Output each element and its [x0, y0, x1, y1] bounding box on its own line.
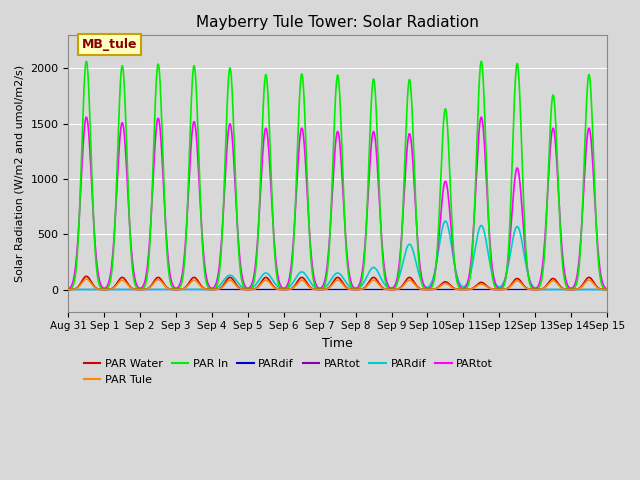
Title: Mayberry Tule Tower: Solar Radiation: Mayberry Tule Tower: Solar Radiation [196, 15, 479, 30]
Legend: PAR Water, PAR Tule, PAR In, PARdif, PARtot, PARdif, PARtot: PAR Water, PAR Tule, PAR In, PARdif, PAR… [79, 355, 497, 389]
Y-axis label: Solar Radiation (W/m2 and umol/m2/s): Solar Radiation (W/m2 and umol/m2/s) [15, 65, 25, 282]
Text: MB_tule: MB_tule [82, 38, 138, 51]
X-axis label: Time: Time [323, 337, 353, 350]
